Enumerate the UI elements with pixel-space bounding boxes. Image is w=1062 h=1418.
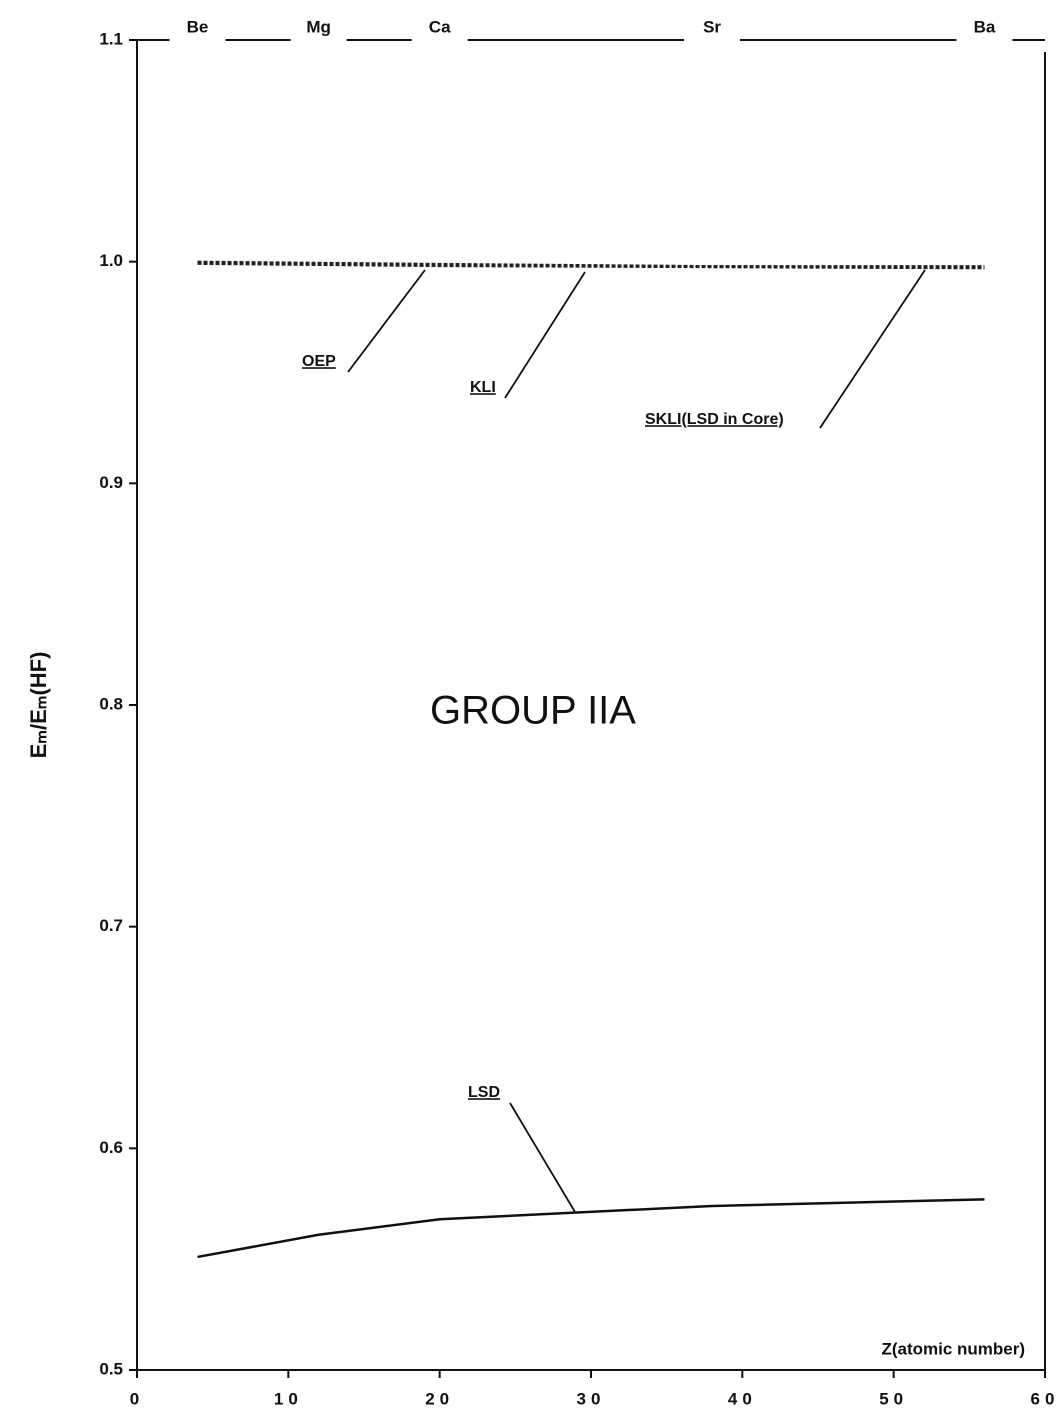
y-tick-label: 1.1 [99,29,123,48]
label-gap [169,34,226,46]
y-tick-label: 0.5 [99,1359,123,1378]
y-tick-label: 0.8 [99,694,123,713]
x-tick-label: 60 [1031,1389,1060,1408]
leader-line [347,269,426,373]
y-tick-label: 0.6 [99,1138,123,1157]
leader-line [509,1102,576,1213]
y-tick-label: 1.0 [99,251,123,270]
element-label: Be [187,17,209,36]
series-line [197,260,985,268]
leader-line [819,269,926,429]
label-gap [290,34,347,46]
element-label: Sr [703,17,721,36]
x-axis-label: Z(atomic number) [881,1339,1025,1358]
series-line [197,262,985,270]
series-label: LSD [468,1084,500,1101]
y-tick-label: 0.7 [99,916,123,935]
x-tick-label: 50 [879,1389,908,1408]
series-label: OEP [302,353,336,370]
series-label: KLI [470,379,496,396]
element-label: Ca [429,17,451,36]
x-tick-label: 40 [728,1389,757,1408]
element-label: Ba [974,17,996,36]
element-label: Mg [306,17,331,36]
y-tick-label: 0.9 [99,473,123,492]
x-tick-label: 30 [577,1389,606,1408]
series-label: SKLI(LSD in Core) [645,411,784,428]
series-line [197,261,985,269]
x-tick-label: 10 [274,1389,303,1408]
y-axis-label: Eₘ/Eₘ(HF) [26,652,51,759]
label-gap [956,34,1013,46]
annotation: GROUP IIA [430,689,636,733]
leader-line [504,271,586,399]
series-line [197,1198,985,1259]
label-gap [684,34,741,46]
x-tick-label: 0 [130,1389,144,1408]
x-tick-label: 20 [425,1389,454,1408]
label-gap [411,34,468,46]
